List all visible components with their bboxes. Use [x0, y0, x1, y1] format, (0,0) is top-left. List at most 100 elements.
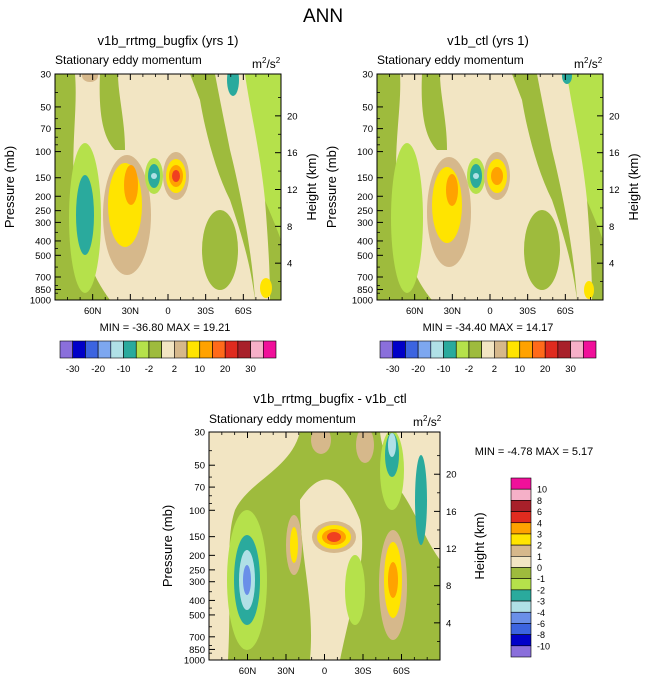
- height-tick-label: 20: [609, 111, 620, 122]
- contour-band-blue-nh: [243, 565, 251, 595]
- colorbar-box: [510, 600, 532, 613]
- colorbar-box: [405, 340, 419, 359]
- colorbar-box: [110, 340, 124, 359]
- colorbar-label: -8: [537, 630, 545, 640]
- panel-title: v1b_ctl (yrs 1): [447, 33, 529, 48]
- panel-title: v1b_rrtmg_bugfix - v1b_ctl: [253, 391, 406, 406]
- y-tick-label: 100: [189, 506, 205, 517]
- colorbar-label: 6: [537, 507, 542, 517]
- y-tick-label: 150: [35, 173, 51, 184]
- y-tick-label: 300: [35, 218, 51, 229]
- y-tick-label: 70: [194, 483, 205, 494]
- colorbar-box: [519, 340, 533, 359]
- colorbar-label: 2: [492, 364, 497, 375]
- colorbar-label: -1: [537, 574, 545, 584]
- height-tick-label: 16: [446, 507, 457, 518]
- y-tick-label: 1000: [30, 296, 51, 307]
- contour-band-green-tropics: [99, 74, 125, 150]
- stats-label: MIN = -34.40 MAX = 14.17: [423, 322, 554, 334]
- x-tick-label: 30S: [197, 306, 214, 317]
- x-tick-label: 60S: [235, 306, 252, 317]
- contour-band-yellow-surface: [584, 281, 594, 299]
- contour-band-yellow-nh: [290, 527, 298, 563]
- contour-band-orange-nh: [124, 165, 138, 205]
- colorbar-box: [186, 340, 201, 359]
- colorbar-label: -10: [117, 364, 131, 375]
- colorbar-box: [510, 634, 532, 647]
- colorbar-label: -30: [66, 364, 80, 375]
- x-tick-label: 0: [487, 306, 492, 317]
- colorbar-label: 10: [514, 364, 525, 375]
- y-tick-label: 150: [357, 173, 373, 184]
- colorbar-box: [417, 340, 432, 359]
- height-tick-label: 16: [287, 148, 298, 159]
- contour-band-yellow-nh: [432, 167, 462, 243]
- colorbar-box: [510, 623, 532, 635]
- y-tick-label: 200: [357, 192, 373, 203]
- axes: 305070100150200250300400500700850100060N…: [352, 70, 620, 318]
- y-tick-label: 1000: [352, 296, 373, 307]
- colorbar-label: -20: [91, 364, 105, 375]
- y-tick-label: 500: [189, 610, 205, 621]
- y-tick-label: 100: [35, 147, 51, 158]
- colorbar-label: 30: [565, 364, 576, 375]
- colorbar-box: [582, 340, 597, 359]
- colorbar-label: 30: [245, 364, 256, 375]
- colorbar-label: -2: [537, 585, 545, 595]
- height-tick-label: 16: [609, 148, 620, 159]
- colorbar-label: 1: [537, 552, 542, 562]
- colorbar-box: [161, 340, 175, 359]
- height-tick-label: 12: [609, 185, 620, 196]
- height-tick-label: 20: [287, 111, 298, 122]
- colorbar-label: 3: [537, 529, 542, 539]
- colorbar-box: [494, 340, 508, 359]
- colorbar-label: -4: [537, 608, 545, 618]
- contour-band-tan-top-eq: [311, 432, 331, 454]
- colorbar-box: [174, 340, 188, 359]
- contour-band-orange-nh: [446, 174, 458, 206]
- height-tick-label: 8: [609, 222, 614, 233]
- colorbar-box: [443, 340, 457, 359]
- y-axis-label: Pressure (mb): [324, 146, 339, 228]
- contour-band-cream-sh: [537, 74, 592, 300]
- y-axis-label: Pressure (mb): [160, 505, 175, 587]
- y-tick-label: 700: [357, 273, 373, 284]
- contour-band-green-nh: [55, 74, 110, 300]
- contour-band-lightgreen-sh: [205, 74, 281, 240]
- colorbar-box: [481, 340, 495, 359]
- y-tick-label: 850: [357, 285, 373, 296]
- colorbar-box: [557, 340, 571, 359]
- colorbar-label: 4: [537, 518, 542, 528]
- units-label: m2/s2: [413, 414, 442, 429]
- y-tick-label: 700: [35, 273, 51, 284]
- colorbar-box: [199, 340, 213, 359]
- y-tick-label: 400: [35, 236, 51, 247]
- colorbar-box: [85, 340, 99, 359]
- colorbar-box: [510, 522, 532, 535]
- y-tick-label: 500: [357, 251, 373, 262]
- contour-band-teal-sh2: [415, 455, 427, 545]
- contour-band-red-jet: [327, 532, 341, 542]
- panel-subtitle: Stationary eddy momentum: [209, 412, 356, 426]
- colorbar-label: 0: [537, 563, 542, 573]
- colorbar-box: [532, 340, 546, 359]
- colorbar-box: [212, 340, 226, 359]
- y-tick-label: 850: [35, 285, 51, 296]
- contour-band-tan-top: [82, 74, 98, 82]
- contour-field: [209, 432, 440, 660]
- height-tick-label: 12: [287, 185, 298, 196]
- colorbar-box: [250, 340, 264, 359]
- colorbar-box: [392, 340, 406, 359]
- contour-band-green-nh: [377, 74, 432, 300]
- y-tick-label: 30: [362, 70, 373, 81]
- colorbar-box: [97, 340, 112, 359]
- colorbar-label: 10: [194, 364, 205, 375]
- y-right-axis-label: Height (km): [626, 153, 641, 220]
- panel-ctl: v1b_ctl (yrs 1) Stationary eddy momentum…: [324, 33, 641, 375]
- panel-difference: v1b_rrtmg_bugfix - v1b_ctl Stationary ed…: [160, 391, 593, 677]
- colorbar-label: -10: [537, 641, 550, 651]
- contour-band-green-sh-lower: [202, 210, 238, 290]
- y-right-axis-label: Height (km): [304, 153, 319, 220]
- y-tick-label: 30: [194, 428, 205, 439]
- contour-band-lightblue-top: [388, 433, 396, 457]
